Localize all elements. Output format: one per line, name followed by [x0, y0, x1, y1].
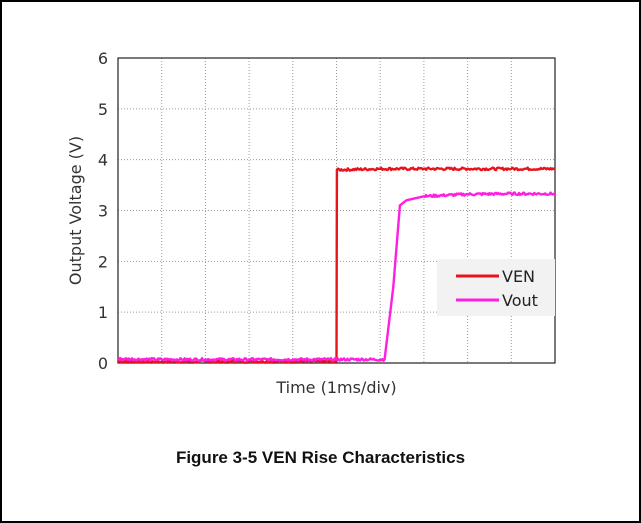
- series-line-vout: [117, 191, 556, 362]
- plot-border: [117, 57, 556, 364]
- y-tick-label: 4: [98, 151, 108, 170]
- y-tick-label: 2: [98, 252, 108, 271]
- legend: VEN Vout: [437, 259, 555, 316]
- figure-caption: Figure 3-5 VEN Rise Characteristics: [175, 448, 466, 467]
- y-axis-label: Output Voltage (V): [66, 136, 85, 285]
- grid: [118, 58, 555, 363]
- legend-label-vout: Vout: [502, 291, 538, 310]
- y-tick-label: 3: [98, 202, 108, 221]
- y-tick-label: 0: [98, 354, 108, 373]
- y-tick-label: 5: [98, 100, 108, 119]
- legend-label-ven: VEN: [502, 267, 535, 286]
- x-axis-label: Time (1ms/div): [275, 378, 396, 397]
- legend-box: [437, 259, 555, 316]
- y-tick-label: 1: [98, 303, 108, 322]
- y-tick-labels: 0 1 2 3 4 5 6: [98, 49, 108, 373]
- y-tick-label: 6: [98, 49, 108, 68]
- series-lines: [117, 166, 556, 364]
- plot-area: [117, 57, 556, 364]
